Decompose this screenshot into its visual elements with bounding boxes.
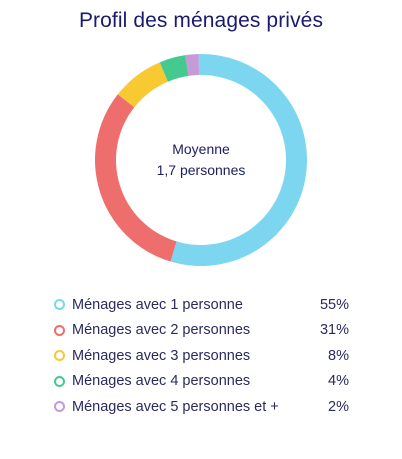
legend-label: Ménages avec 5 personnes et + xyxy=(72,398,279,415)
legend: Ménages avec 1 personne 55% Ménages avec… xyxy=(54,292,349,420)
legend-marker xyxy=(54,324,65,336)
legend-label: Ménages avec 2 personnes xyxy=(72,322,251,339)
center-label-line-2: 1,7 personnes xyxy=(156,162,246,178)
chart-title: Profil des ménages privés xyxy=(78,9,324,32)
legend-label: Ménages avec 4 personnes xyxy=(72,373,251,390)
donut-slice xyxy=(170,54,308,266)
donut-slice xyxy=(185,54,200,76)
legend-marker xyxy=(54,401,65,413)
legend-item: Ménages avec 5 personnes et + 2% xyxy=(54,394,349,420)
legend-value: 4% xyxy=(328,373,349,390)
legend-marker xyxy=(54,299,65,311)
legend-value: 2% xyxy=(328,398,349,415)
legend-value: 8% xyxy=(328,347,349,364)
center-label-line-1: Moyenne xyxy=(172,141,230,157)
legend-item: Ménages avec 3 personnes 8% xyxy=(54,343,349,369)
legend-value: 55% xyxy=(319,296,349,313)
legend-label: Ménages avec 1 personne xyxy=(72,296,243,313)
legend-label: Ménages avec 3 personnes xyxy=(72,347,251,364)
donut-slice xyxy=(117,62,168,108)
legend-marker xyxy=(54,375,65,387)
legend-marker xyxy=(54,350,65,362)
legend-item: Ménages avec 1 personne 55% xyxy=(54,292,349,318)
donut-slice xyxy=(159,55,189,82)
legend-value: 31% xyxy=(319,322,349,339)
donut-slice xyxy=(95,94,177,262)
legend-item: Ménages avec 2 personnes 31% xyxy=(54,318,349,344)
center-label: Moyenne 1,7 personnes xyxy=(101,139,301,181)
donut-chart xyxy=(95,54,308,266)
legend-item: Ménages avec 4 personnes 4% xyxy=(54,369,349,395)
